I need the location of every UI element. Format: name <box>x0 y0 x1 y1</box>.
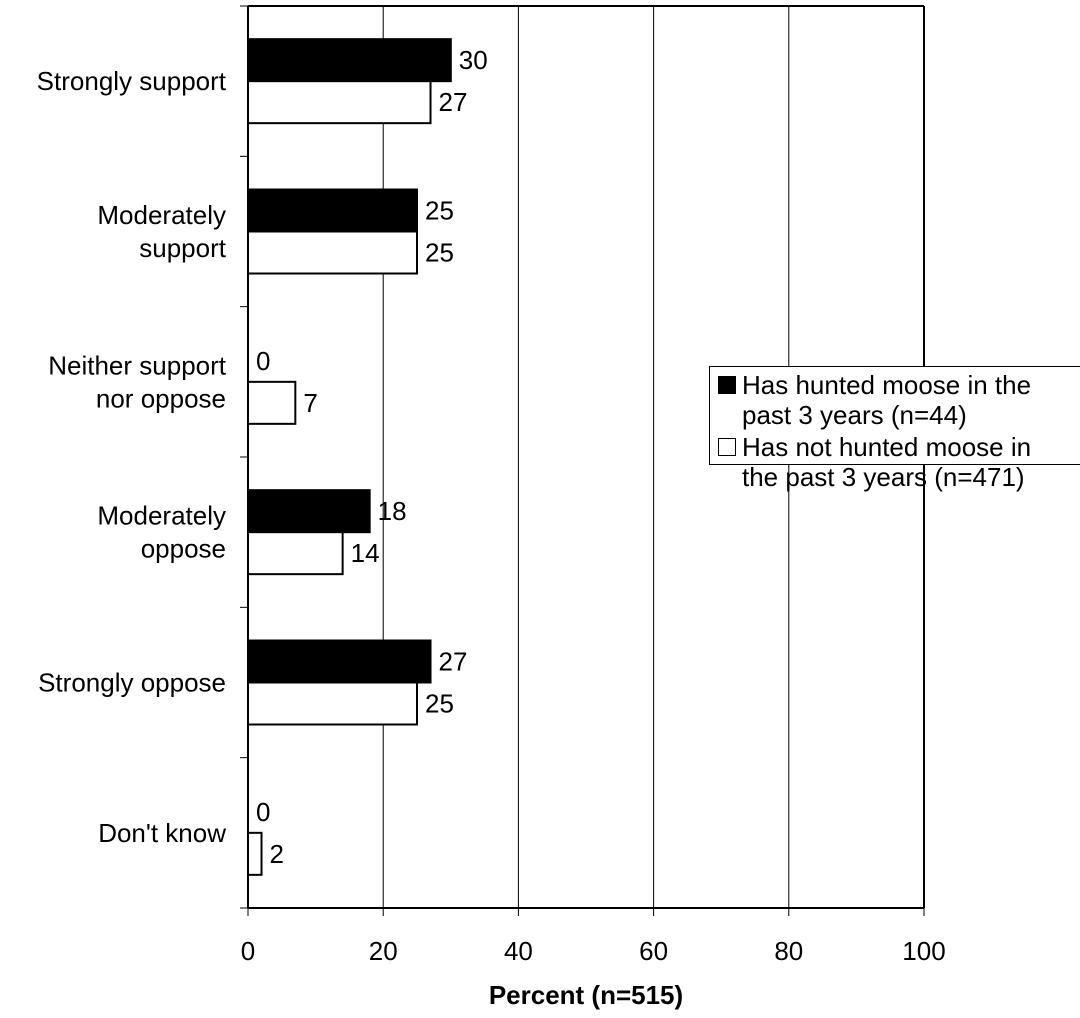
legend-label-line: Has not hunted moose in <box>742 432 1032 462</box>
category-label: Strongly support <box>37 66 227 96</box>
data-label: 7 <box>303 388 317 418</box>
data-label: 14 <box>351 538 380 568</box>
legend-label-line: past 3 years (n=44) <box>742 400 967 430</box>
data-label: 30 <box>459 45 488 75</box>
data-label: 2 <box>270 839 284 869</box>
bar-hunted <box>247 639 432 684</box>
bar-hunted <box>247 188 418 233</box>
bar-not-hunted <box>247 681 418 726</box>
legend-swatch <box>718 438 736 456</box>
data-label: 25 <box>425 689 454 719</box>
bar-not-hunted <box>247 230 418 275</box>
legend: Has hunted moose in the past 3 years (n=4… <box>709 366 1080 492</box>
data-label: 25 <box>425 238 454 268</box>
x-tick-label: 0 <box>241 936 255 966</box>
data-label: 18 <box>378 496 407 526</box>
data-label: 0 <box>256 346 270 376</box>
data-label: 0 <box>256 797 270 827</box>
x-tick-label: 100 <box>902 936 945 966</box>
legend-label-line: Has hunted moose in the <box>742 370 1032 400</box>
bar-not-hunted <box>247 531 344 576</box>
data-label: 25 <box>425 196 454 226</box>
x-tick-label: 20 <box>369 936 398 966</box>
category-label: Neither support nor oppose <box>48 350 227 413</box>
category-label: Moderately oppose <box>97 501 226 564</box>
data-label: 27 <box>439 87 468 117</box>
x-axis-title: Percent (n=515) <box>489 980 683 1010</box>
bar-not-hunted <box>247 80 432 125</box>
category-label: Don't know <box>98 818 226 848</box>
legend-label: Has not hunted moose in the past 3 years … <box>742 432 1031 492</box>
legend-item: Has hunted moose in the past 3 years (n=4… <box>718 370 1080 430</box>
x-tick-label: 40 <box>504 936 533 966</box>
bar-not-hunted <box>247 831 263 876</box>
x-tick-label: 60 <box>639 936 668 966</box>
category-label: Strongly oppose <box>38 668 226 698</box>
legend-label-line: the past 3 years (n=471) <box>742 462 1025 492</box>
data-label: 27 <box>439 647 468 677</box>
bar-hunted <box>247 38 452 83</box>
bar-not-hunted <box>247 380 297 425</box>
x-tick-label: 80 <box>774 936 803 966</box>
legend-label: Has hunted moose in the past 3 years (n=4… <box>742 370 1031 430</box>
category-label: Moderately support <box>97 200 226 263</box>
legend-item: Has not hunted moose in the past 3 years … <box>718 432 1080 492</box>
bar-hunted <box>247 489 371 534</box>
legend-swatch <box>718 376 736 394</box>
